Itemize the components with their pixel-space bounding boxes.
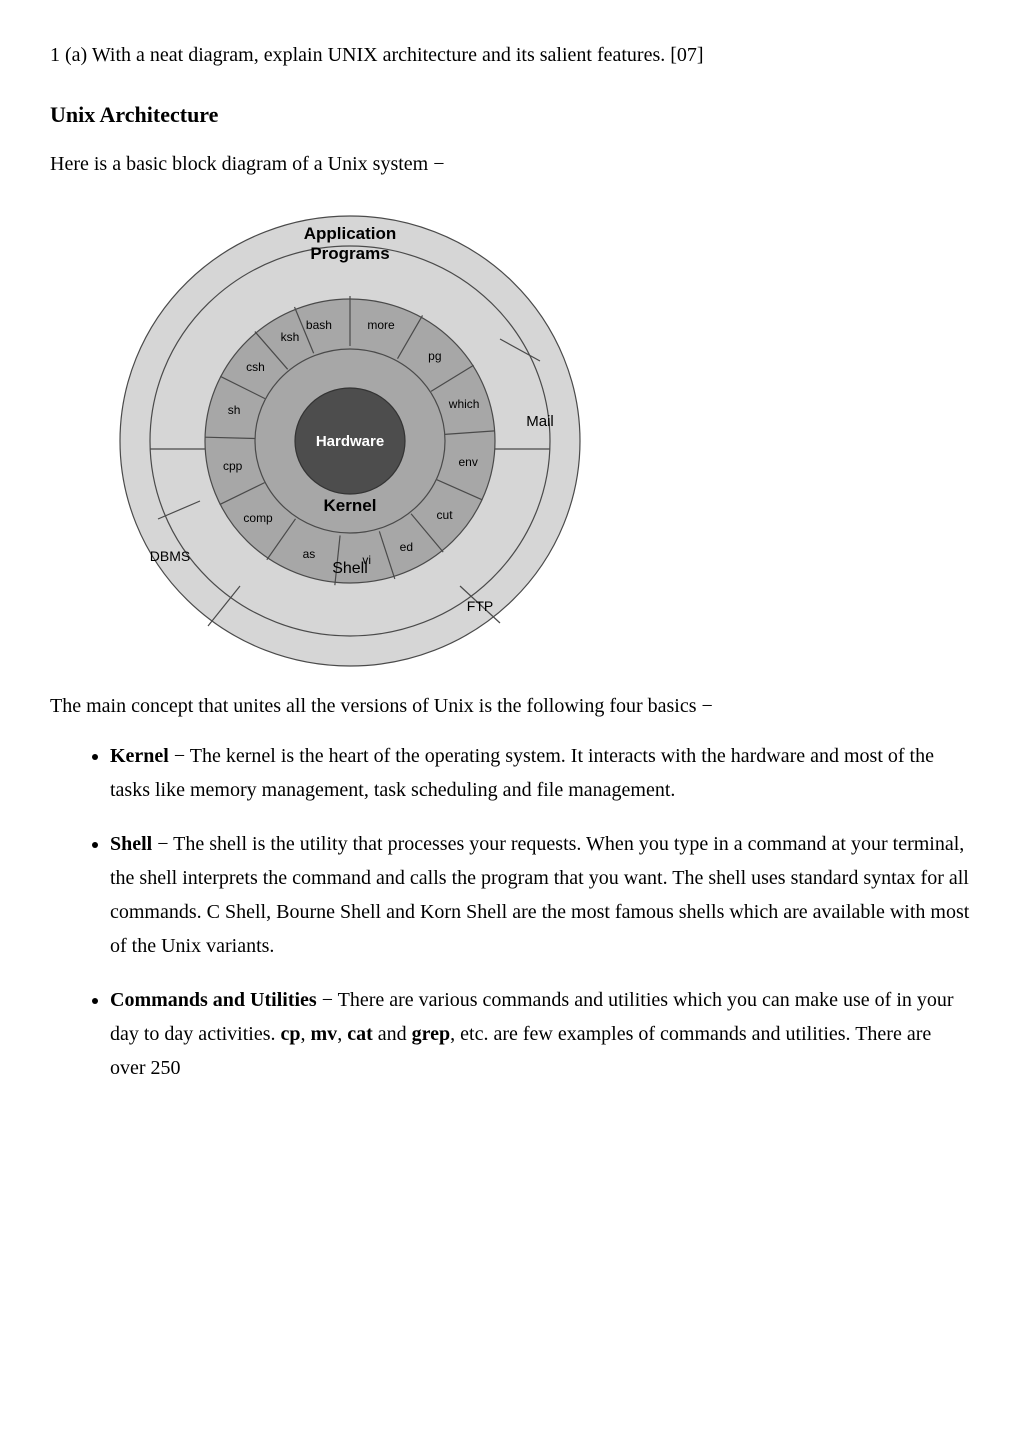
main-concept-text: The main concept that unites all the ver… [50, 691, 970, 721]
svg-text:Hardware: Hardware [316, 433, 384, 450]
svg-text:comp: comp [243, 511, 273, 525]
svg-text:bash: bash [306, 318, 332, 332]
text-shell: − The shell is the utility that processe… [110, 833, 969, 957]
section-heading: Unix Architecture [50, 98, 970, 131]
svg-text:FTP: FTP [467, 598, 493, 614]
svg-text:Mail: Mail [526, 413, 554, 430]
list-item-commands: Commands and Utilities − There are vario… [110, 983, 970, 1085]
svg-text:Application: Application [304, 224, 397, 243]
cmd-cp: cp [281, 1023, 301, 1045]
basics-list: Kernel − The kernel is the heart of the … [50, 739, 970, 1085]
svg-text:Kernel: Kernel [324, 496, 377, 515]
svg-text:more: more [367, 318, 395, 332]
question-text: 1 (a) With a neat diagram, explain UNIX … [50, 40, 970, 70]
svg-text:Programs: Programs [310, 244, 389, 263]
svg-text:ed: ed [400, 540, 413, 554]
text-mid: and [373, 1023, 412, 1045]
term-commands: Commands and Utilities [110, 989, 317, 1011]
cmd-mv: mv [311, 1023, 338, 1045]
svg-text:sh: sh [228, 403, 241, 417]
svg-text:csh: csh [246, 360, 265, 374]
svg-text:as: as [303, 547, 316, 561]
cmd-grep: grep [412, 1023, 451, 1045]
cmd-cat: cat [347, 1023, 373, 1045]
svg-text:ksh: ksh [281, 330, 300, 344]
svg-text:cpp: cpp [223, 459, 243, 473]
svg-text:pg: pg [428, 349, 441, 363]
svg-text:cut: cut [437, 508, 454, 522]
svg-text:which: which [448, 397, 480, 411]
list-item-kernel: Kernel − The kernel is the heart of the … [110, 739, 970, 807]
svg-text:DBMS: DBMS [150, 548, 190, 564]
svg-text:Shell: Shell [332, 560, 368, 577]
unix-architecture-diagram: ApplicationPrograms Mail FTP DBMS bash more pg… [110, 191, 590, 671]
intro-text: Here is a basic block diagram of a Unix … [50, 149, 970, 179]
term-shell: Shell [110, 833, 152, 855]
text-kernel: − The kernel is the heart of the operati… [110, 745, 934, 801]
list-item-shell: Shell − The shell is the utility that pr… [110, 827, 970, 963]
svg-text:env: env [458, 455, 477, 469]
term-kernel: Kernel [110, 745, 169, 767]
diagram-container: ApplicationPrograms Mail FTP DBMS bash more pg… [50, 191, 970, 671]
